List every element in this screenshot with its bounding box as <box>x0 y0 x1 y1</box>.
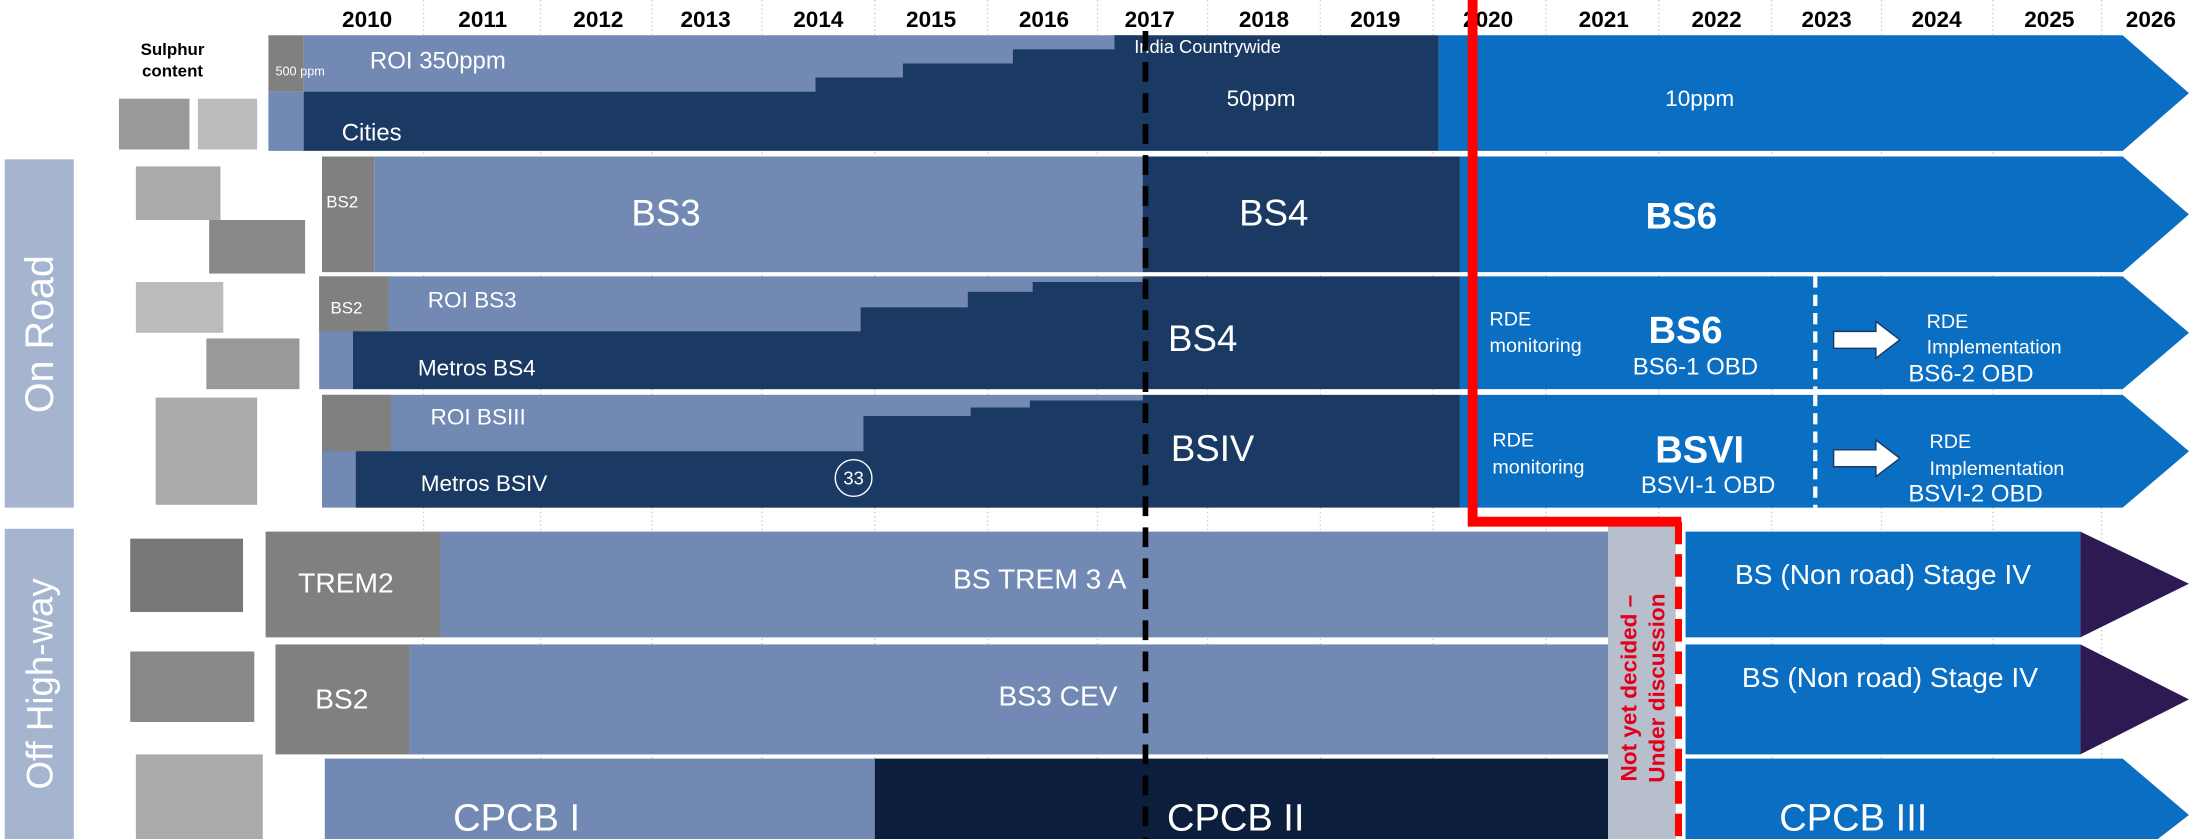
label: Cities <box>342 119 402 146</box>
year-label: 2013 <box>680 7 730 32</box>
label: ROI BS3 <box>428 288 517 313</box>
label: CPCB II <box>1167 798 1304 839</box>
label: CPCB I <box>453 798 580 839</box>
arrow <box>1460 276 2189 389</box>
label: Not yet decided – <box>1617 595 1642 782</box>
label: TREM2 <box>298 567 394 599</box>
arrow <box>1460 157 2189 273</box>
segment <box>322 395 391 451</box>
label: BSIV <box>1171 428 1255 469</box>
label: Metros BS4 <box>418 355 536 380</box>
year-label: 2024 <box>1911 7 1962 32</box>
arrow <box>2080 532 2189 638</box>
year-label: 2023 <box>1801 7 1851 32</box>
label: 10ppm <box>1665 86 1734 111</box>
label: BS6-1 OBD <box>1633 353 1758 380</box>
label: RDE <box>1490 308 1532 330</box>
group-label: Off High-way <box>19 578 60 790</box>
label: ROI 350ppm <box>370 47 506 74</box>
arrow <box>2080 644 2189 754</box>
label: ROI BSIII <box>431 405 526 430</box>
label: RDE <box>1927 311 1969 333</box>
year-label: 2018 <box>1239 7 1289 32</box>
year-label: 2011 <box>458 7 507 32</box>
year-label: 2014 <box>793 7 844 32</box>
label: BSVI-2 OBD <box>1908 480 2043 507</box>
row-label: Sulphur <box>141 40 205 59</box>
fuel-photo <box>119 99 190 150</box>
year-label: 2025 <box>2024 7 2074 32</box>
vehicle-photo <box>136 282 223 333</box>
label: BS6 <box>1649 310 1723 352</box>
segment <box>325 759 875 839</box>
label: BS6 <box>1646 195 1717 236</box>
label: BS (Non road) Stage IV <box>1735 558 2031 590</box>
segment <box>268 92 303 151</box>
row-label: content <box>142 61 203 80</box>
fuel-photo <box>198 99 257 150</box>
year-label: 2022 <box>1691 7 1741 32</box>
label: RDE <box>1492 430 1534 452</box>
label: BS2 <box>315 682 368 714</box>
vehicle-photo <box>209 220 305 274</box>
year-label: 2019 <box>1350 7 1400 32</box>
label: BS2 <box>326 193 358 212</box>
year-label: 2026 <box>2126 7 2176 32</box>
label: BS6-2 OBD <box>1908 360 2033 387</box>
year-label: 2010 <box>342 7 392 32</box>
label: BS4 <box>1239 192 1308 233</box>
vehicle-photo <box>136 754 263 839</box>
vehicle-photo <box>206 338 299 389</box>
label: BSVI <box>1655 430 1744 472</box>
vehicle-photo <box>130 651 254 722</box>
label: 33 <box>843 467 863 488</box>
year-label: 2015 <box>906 7 956 32</box>
label: 50ppm <box>1227 86 1296 111</box>
label: BS TREM 3 A <box>953 562 1127 594</box>
label: CPCB III <box>1779 798 1927 839</box>
label: Implementation <box>1927 337 2062 359</box>
vehicle-photo <box>130 539 243 612</box>
arrow <box>1460 395 2189 508</box>
segment <box>322 157 374 273</box>
year-label: 2017 <box>1125 7 1175 32</box>
vehicle-photo <box>136 166 221 220</box>
label: 500 ppm <box>275 64 324 78</box>
group-label: On Road <box>18 255 62 413</box>
emission-roadmap: 2010 2011 2012 2013 2014 2015 2016 2017 2018 2019… <box>0 0 2212 839</box>
label: Implementation <box>1929 458 2064 480</box>
segment <box>374 157 1142 273</box>
label: Under discussion <box>1645 594 1670 783</box>
year-label: 2012 <box>573 7 623 32</box>
label: BS2 <box>330 298 362 317</box>
vehicle-photo <box>156 398 258 505</box>
label: monitoring <box>1490 335 1582 357</box>
label: India Countrywide <box>1134 36 1281 57</box>
label: BS (Non road) Stage IV <box>1742 661 2038 693</box>
label: BSVI-1 OBD <box>1641 472 1776 499</box>
year-axis: 2010 2011 2012 2013 2014 2015 2016 2017 2018 2019… <box>342 7 2176 32</box>
arrow <box>1439 35 2189 151</box>
year-label: 2016 <box>1019 7 1069 32</box>
year-label: 2021 <box>1579 7 1629 32</box>
arrow <box>1686 759 2189 839</box>
label: BS4 <box>1168 318 1237 359</box>
label: Metros BSIV <box>421 471 548 496</box>
label: BS3 <box>631 192 700 233</box>
label: BS3 CEV <box>999 679 1118 711</box>
label: RDE <box>1929 431 1971 453</box>
label: monitoring <box>1492 456 1584 478</box>
